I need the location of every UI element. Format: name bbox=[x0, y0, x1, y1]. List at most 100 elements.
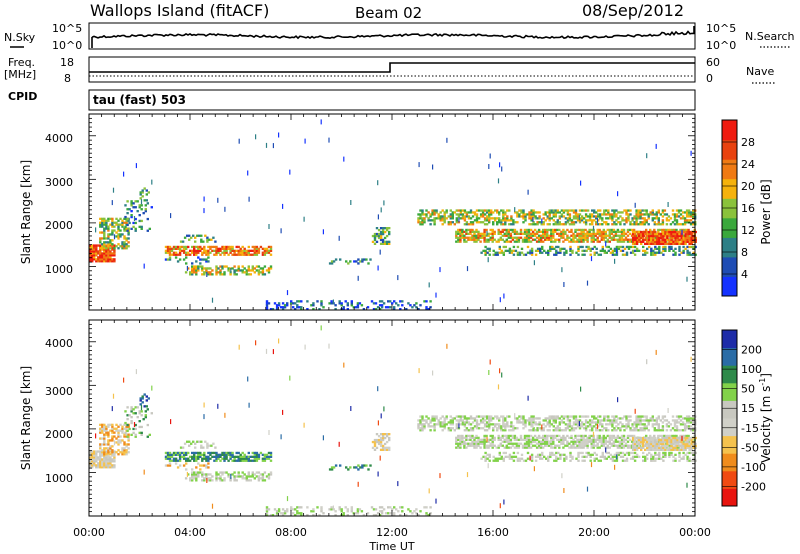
power-cell-335 bbox=[182, 247, 186, 250]
power-cell-2365 bbox=[296, 306, 299, 309]
velocity-cell-171 bbox=[111, 427, 114, 430]
power-cell-1047 bbox=[570, 209, 574, 212]
power-cell-326 bbox=[178, 253, 182, 256]
velocity-cell-659 bbox=[361, 464, 364, 467]
power-cell-2414 bbox=[370, 300, 374, 303]
power-cell-524 bbox=[195, 271, 198, 274]
velocity-cell-2054 bbox=[611, 455, 615, 458]
power-cell-2269 bbox=[670, 230, 673, 234]
power-cell-2009 bbox=[569, 249, 572, 252]
velocity-cell-615 bbox=[263, 479, 267, 482]
velocity-cell-374 bbox=[205, 455, 208, 458]
velocity-cell-2151 bbox=[692, 457, 695, 460]
velocity-cell-1399 bbox=[481, 440, 484, 443]
power-cell-1103 bbox=[595, 215, 598, 218]
velocity-cell-1702 bbox=[604, 436, 607, 439]
velocity-cell-676 bbox=[377, 440, 381, 444]
power-cell-2439 bbox=[399, 300, 402, 303]
velocity-cell-1161 bbox=[621, 423, 624, 426]
velocity-cell-1174 bbox=[627, 421, 630, 424]
velocity-cell-1496 bbox=[525, 446, 529, 449]
power-cell-773 bbox=[445, 209, 448, 212]
power-cell-2400 bbox=[346, 304, 349, 307]
power-cell-1480 bbox=[517, 238, 521, 241]
power-cell-523 bbox=[195, 273, 198, 276]
velocity-cell-554 bbox=[215, 471, 218, 474]
power-cell-407 bbox=[225, 249, 228, 252]
velocity-cell-1992 bbox=[553, 453, 556, 456]
power-cell-2037 bbox=[595, 247, 598, 250]
power-cell-267 bbox=[136, 210, 139, 213]
power-cell-2403 bbox=[350, 302, 353, 305]
power-cell-849 bbox=[481, 213, 485, 216]
velocity-cell-521 bbox=[193, 473, 196, 476]
velocity-cell-826 bbox=[469, 415, 473, 418]
velocity-cell-920 bbox=[512, 427, 515, 430]
power-cell-1007 bbox=[554, 213, 557, 216]
power-cell-577 bbox=[233, 265, 236, 268]
power-cell-1008 bbox=[554, 211, 557, 214]
power-cell-2041 bbox=[601, 249, 604, 252]
velocity-cell-69 bbox=[105, 460, 108, 463]
velocity-cell-1658 bbox=[588, 436, 591, 439]
velocity-cell-1294 bbox=[681, 417, 685, 420]
velocity-cell-643 bbox=[207, 462, 210, 465]
power-cell-252 bbox=[130, 214, 133, 217]
power-cell-1283 bbox=[677, 223, 681, 226]
power-cell-1591 bbox=[562, 234, 565, 237]
power-cell-2456 bbox=[429, 306, 432, 309]
velocity-cell-192 bbox=[117, 429, 120, 432]
power-cell-44 bbox=[99, 252, 102, 255]
velocity-cell-1563 bbox=[550, 440, 553, 443]
power-cell-1085 bbox=[588, 223, 592, 226]
velocity-cell-1157 bbox=[619, 427, 622, 430]
velocity-cell-125 bbox=[103, 449, 106, 452]
velocity-cell-1542 bbox=[542, 436, 545, 439]
velocity-cell-1346 bbox=[459, 436, 462, 439]
velocity-cell-805 bbox=[461, 419, 465, 422]
power-scatter-1 bbox=[350, 200, 352, 205]
power-cell-2042 bbox=[601, 247, 604, 250]
velocity-cell-53 bbox=[101, 458, 104, 461]
power-cell-606 bbox=[257, 271, 261, 274]
power-cell-1060 bbox=[576, 219, 580, 222]
power-cell-392 bbox=[217, 251, 220, 254]
velocity-cell-425 bbox=[235, 455, 238, 458]
power-cell-1301 bbox=[685, 219, 689, 222]
power-cell-1367 bbox=[469, 238, 472, 241]
power-cell-1870 bbox=[673, 228, 676, 232]
power-cell-1073 bbox=[582, 221, 586, 224]
velocity-cell-1844 bbox=[663, 434, 666, 438]
power-cell-791 bbox=[455, 219, 458, 222]
velocity-cell-1418 bbox=[489, 438, 492, 441]
power-cell-789 bbox=[453, 211, 456, 214]
power-cell-1360 bbox=[465, 232, 468, 235]
velocity-cell-1002 bbox=[552, 417, 555, 420]
power-cell-378 bbox=[207, 245, 210, 249]
power-cell-1369 bbox=[469, 232, 472, 235]
velocity-cell-459 bbox=[253, 451, 256, 455]
velocity-cell-2115 bbox=[662, 459, 665, 462]
power-cell-1006 bbox=[554, 215, 557, 218]
velocity-cell-1701 bbox=[604, 438, 607, 441]
velocity-cell-236 bbox=[127, 433, 130, 436]
power-cell-1562 bbox=[550, 236, 553, 239]
power-cell-318 bbox=[172, 245, 176, 249]
velocity-cell-466 bbox=[257, 455, 261, 458]
power-cell-989 bbox=[548, 219, 551, 222]
power-cell-145 bbox=[107, 245, 110, 248]
velocity-cell-186 bbox=[117, 443, 120, 446]
power-cell-490 bbox=[188, 238, 191, 241]
power-cell-969 bbox=[536, 217, 539, 220]
power-scatter-69 bbox=[95, 227, 97, 233]
velocity-cell-1057 bbox=[574, 419, 578, 422]
velocity-cell-1575 bbox=[554, 436, 557, 439]
power-cell-813 bbox=[465, 223, 469, 226]
velocity-cell-242 bbox=[126, 435, 129, 438]
velocity-cell-1384 bbox=[475, 444, 478, 447]
power-cell-220 bbox=[125, 245, 128, 248]
velocity-cell-1954 bbox=[514, 455, 518, 458]
velocity-cell-870 bbox=[490, 423, 493, 426]
velocity-cell-1671 bbox=[592, 436, 595, 439]
velocity-data-cells bbox=[89, 325, 697, 517]
